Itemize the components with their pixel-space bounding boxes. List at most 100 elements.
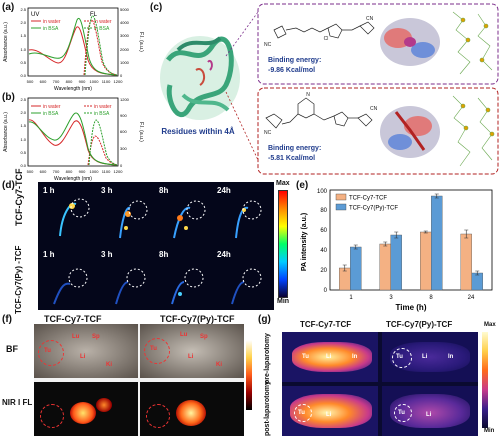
g-row-post: post-laparotomy: [264, 381, 271, 436]
ylabel-right-a: F.I. (a.u.): [138, 32, 144, 52]
docking-figure: Residues within 4Å Cl NC CN Binding ener…: [160, 3, 499, 175]
y-tick: 2000: [120, 47, 130, 52]
bar-cy7py-8h: [431, 195, 443, 291]
legend-swatch-2: [335, 203, 347, 211]
panel-label-g: (g): [258, 314, 271, 325]
colorbar-f: [246, 340, 252, 410]
organ-label: Sp: [200, 334, 208, 340]
svg-text:CN: CN: [370, 106, 378, 112]
y-tick: 100: [317, 189, 328, 195]
fl-tag: FL: [90, 12, 98, 18]
colorbar-g: [482, 332, 488, 428]
x-tick: 1200: [114, 169, 124, 174]
y-tick: 0.5: [20, 60, 26, 65]
binding-energy-1: Binding energy:: [268, 57, 321, 64]
organ-label: In: [352, 354, 358, 360]
chart-ylabel: PA intensity (a.u.): [301, 213, 308, 271]
pa-image-grid: 1 h 3 h 8h 24h 1 h 3 h 8h 24h: [38, 182, 274, 310]
y-tick: 2.5: [20, 7, 26, 12]
svg-text:NC: NC: [264, 42, 272, 48]
organ-label: Tu: [44, 348, 51, 354]
y-right-ticks-a: 0 1000 2000 3000 4000 5000: [120, 7, 130, 78]
ylabel-left-a: Absorbance (a.u.): [3, 22, 9, 62]
legend-water: in water: [43, 19, 61, 25]
energy-value-2: -5.81 Kcal/mol: [268, 155, 315, 162]
svg-text:CN: CN: [366, 16, 374, 22]
time-label: 1 h: [43, 186, 55, 195]
x-tick: 900: [79, 79, 86, 84]
y-tick: 80: [320, 208, 327, 214]
y-tick: 5000: [120, 7, 130, 12]
organ-label: Tu: [298, 410, 305, 416]
y-tick: 1.5: [20, 123, 26, 128]
panel-label-c: (c): [150, 2, 163, 13]
bf-image-cy7py: Tu Lu Sp Li Ki: [140, 324, 244, 378]
y-tick: 1000: [120, 60, 130, 65]
time-label: 24h: [217, 250, 231, 259]
y-tick: 0: [120, 73, 123, 78]
legend-bsa-fl: in BSA: [94, 26, 110, 32]
y-tick: 600: [120, 129, 127, 134]
organ-label: Tu: [150, 346, 157, 352]
y-right-ticks-b: 0 300 600 900 1200: [120, 97, 130, 168]
y-tick: 900: [120, 113, 127, 118]
legend-water-fl-b: in water: [94, 104, 112, 110]
legend-label-1: TCF-Cy7-TCF: [349, 196, 387, 202]
error-bar: [464, 229, 469, 239]
y-tick: 0.0: [20, 163, 26, 168]
pa-image-3h-cy7py: 3 h: [98, 248, 154, 308]
y-tick: 60: [320, 228, 327, 234]
y-tick: 2.0: [20, 20, 26, 25]
colorbar-min-g: Min: [484, 428, 495, 434]
x-tick: 800: [66, 169, 73, 174]
x-tick: 900: [79, 169, 86, 174]
organ-label: Tu: [396, 354, 403, 360]
y-tick: 300: [120, 146, 127, 151]
legend-water-fl: in water: [94, 19, 112, 25]
colorbar-max-d: Max: [276, 180, 290, 187]
x-ticks-a: 500 600 700 800 900 1000 1100 1200: [27, 79, 124, 84]
x-tick: 800: [66, 79, 73, 84]
y-tick: 3000: [120, 33, 130, 38]
x-tick: 600: [40, 79, 47, 84]
panel-label-a: (a): [2, 2, 15, 13]
spectra-chart-a: UV FL in water in BSA in water in BSA Ab…: [3, 7, 144, 92]
y-tick: 1200: [120, 97, 130, 102]
bars: [339, 193, 483, 291]
y-tick: 0.0: [20, 73, 26, 78]
pa-bar-chart: PA intensity (a.u.) Time (h) 0 20 40 60 …: [301, 189, 493, 312]
svg-text:N: N: [306, 92, 310, 98]
organ-label: In: [448, 354, 454, 360]
x-tick: 600: [40, 169, 47, 174]
colorbar-max-g: Max: [484, 322, 496, 328]
panel-label-f: (f): [2, 314, 12, 325]
chart-legend: TCF-Cy7-TCF TCF-Cy7(Py)-TCF: [335, 193, 398, 212]
f-row-fl: NIR I FL: [2, 398, 33, 407]
y-tick: 4000: [120, 20, 130, 25]
bar-cy7py-24h: [471, 272, 483, 291]
row-label-container-2: TCF-Cy7(Py) -TCF: [2, 246, 40, 318]
legend-water-b: in water: [43, 104, 61, 110]
x-tick: 24: [468, 295, 475, 301]
error-bar: [423, 230, 428, 234]
y-tick: 1.0: [20, 47, 26, 52]
pa-image-1h-cy7py: 1 h: [40, 248, 96, 308]
x-tick: 1000: [90, 169, 100, 174]
ylabel-left-b: Absorbance (a.u.): [3, 112, 9, 152]
bar-cy7-24h: [460, 233, 472, 291]
svg-text:NC: NC: [264, 130, 272, 136]
bar-cy7py-3h: [390, 234, 402, 291]
error-bar: [383, 241, 388, 247]
organ-label: Ki: [216, 362, 222, 368]
error-bar: [475, 270, 480, 276]
g-row-label-2: post-laparotomy: [262, 381, 282, 436]
molecule-structure-1: [273, 21, 375, 39]
time-label: 24h: [217, 186, 231, 195]
row-label-tcf-cy7-py: TCF-Cy7(Py) -TCF: [14, 245, 23, 314]
interaction-map-1: [452, 11, 493, 75]
nir2-post-cy7py: Tu Li: [382, 386, 478, 436]
x-tick: 700: [53, 169, 60, 174]
y-tick: 1.5: [20, 33, 26, 38]
bar-cy7-3h: [379, 243, 391, 291]
error-bar: [434, 193, 439, 199]
